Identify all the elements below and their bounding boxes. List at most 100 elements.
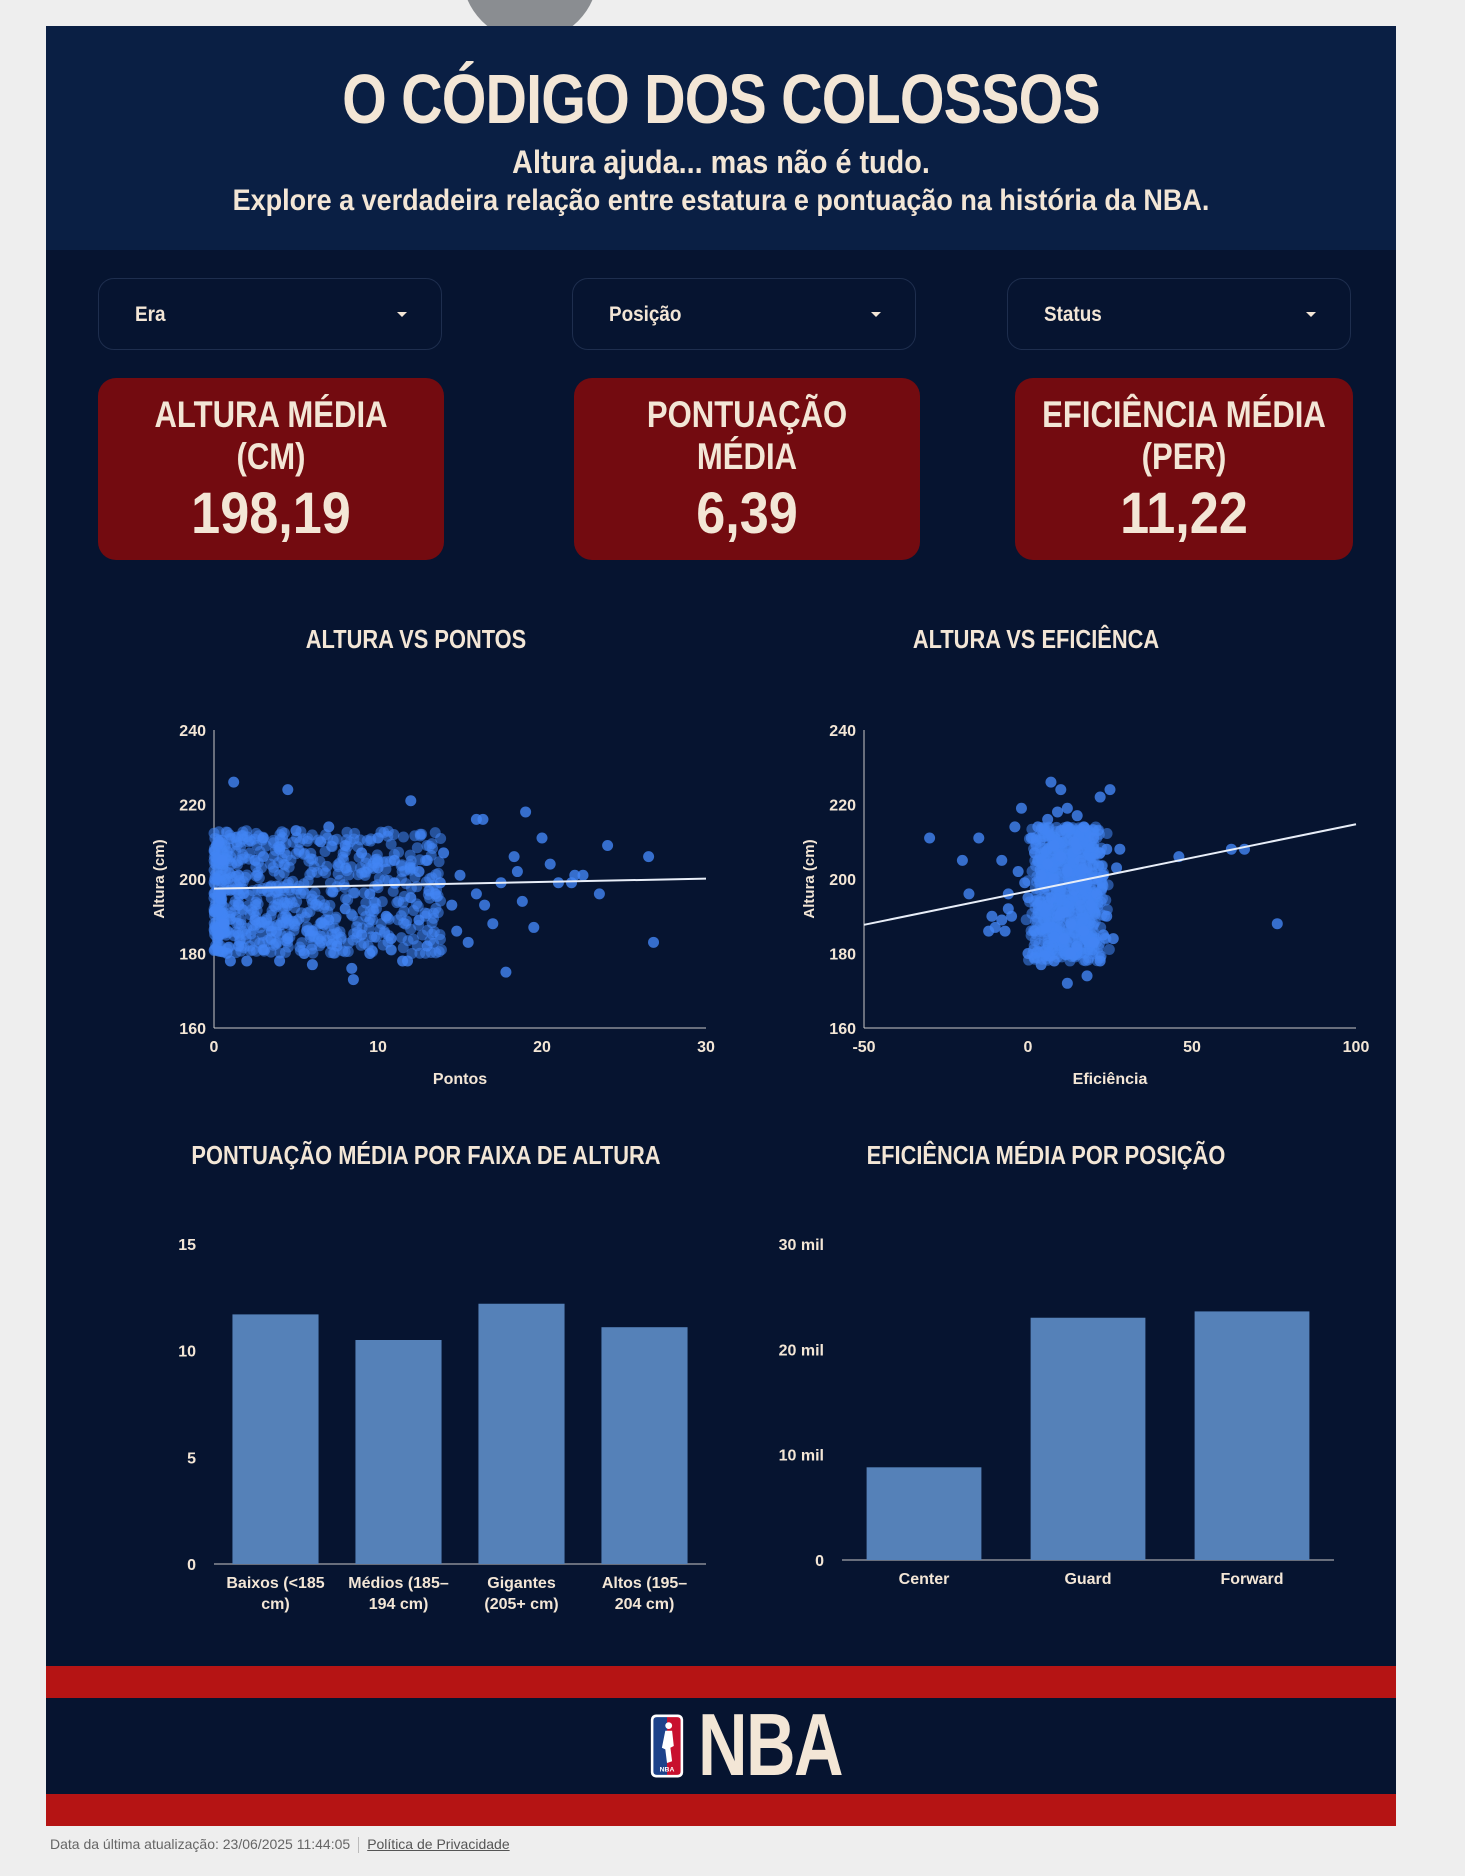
scatter-point (411, 940, 423, 952)
x-tick-label: Guard (1064, 1571, 1111, 1588)
scatter-point (999, 925, 1011, 937)
bar-chart-eficiencia-por-posicao[interactable]: 0 10 mil 20 mil 30 mil Center Guard Forward (746, 1206, 1376, 1626)
chart-title-pontuacao-por-altura: PONTUAÇÃO MÉDIA POR FAIXA DE ALTURA (191, 1140, 661, 1170)
bar (478, 1303, 565, 1564)
scatter-point (309, 887, 321, 899)
scatter-point (358, 866, 370, 878)
scatter-point (1009, 821, 1021, 833)
scatter-point (520, 806, 532, 818)
scatter-point (241, 955, 253, 967)
scatter-point (643, 851, 655, 863)
scatter-point (237, 925, 249, 937)
scatter-point (1111, 862, 1123, 874)
scatter-point (264, 858, 276, 870)
scatter-point (1012, 866, 1024, 878)
scatter-point (217, 862, 229, 874)
nba-logo-icon: NBA (650, 1714, 684, 1778)
scatter-point (996, 914, 1008, 926)
y-tick-label: 200 (179, 872, 206, 889)
scatter-chart-altura-vs-pontos[interactable]: 160 180 200 220 240 0 10 20 30 Pontos Altura (cm) (96, 690, 726, 1100)
kpi-eficiencia-media: EFICIÊNCIA MÉDIA (PER) 11,22 (1015, 378, 1353, 560)
scatter-point (233, 899, 245, 911)
scatter-point (593, 888, 605, 900)
x-tick-label: Center (899, 1571, 950, 1588)
scatter-point (257, 944, 269, 956)
filter-status-dropdown[interactable]: Status (1007, 278, 1351, 350)
scatter-point (338, 879, 350, 891)
scatter-point (331, 833, 343, 845)
scatter-point (1020, 914, 1032, 926)
scatter-point (367, 903, 379, 915)
scatter-point (257, 832, 269, 844)
scatter-point (290, 848, 302, 860)
scatter-point (385, 933, 397, 945)
y-tick-label: 5 (187, 1450, 196, 1467)
trend-line (863, 823, 1357, 926)
scatter-chart-altura-vs-eficiencia[interactable]: 160 180 200 220 240 -50 0 50 100 Eficiência Altura… (746, 690, 1376, 1100)
chevron-down-icon (1306, 312, 1316, 317)
scatter-point (213, 929, 225, 941)
scatter-point (1061, 866, 1073, 878)
scatter-point (213, 836, 225, 848)
scatter-point (536, 832, 548, 844)
scatter-point (279, 859, 291, 871)
scatter-point (1002, 903, 1014, 915)
x-tick-label: 100 (1343, 1039, 1370, 1056)
chart-title-altura-vs-eficiencia: ALTURA VS EFICIÊNCA (912, 624, 1160, 654)
scatter-point (1045, 776, 1057, 788)
scatter-point (1042, 813, 1054, 825)
page-description: Explore a verdadeira relação entre estat… (232, 184, 1210, 217)
scatter-point (224, 955, 236, 967)
scatter-point (323, 821, 335, 833)
scatter-point (1084, 899, 1096, 911)
trend-line (213, 877, 707, 890)
scatter-point (421, 940, 433, 952)
scatter-point (1074, 899, 1086, 911)
bar (1194, 1311, 1310, 1560)
scatter-point (356, 929, 368, 941)
bar-chart-pontuacao-por-altura[interactable]: 0 5 10 15 Baixos (<185 cm) Médios (185– 194 cm)… (96, 1206, 726, 1626)
x-tick-label: 30 (697, 1039, 715, 1056)
scatter-point (298, 948, 310, 959)
scatter-point (323, 914, 335, 926)
scatter-point (1022, 892, 1034, 904)
filter-posicao-dropdown[interactable]: Posição (572, 278, 916, 350)
y-tick-label: 220 (829, 798, 856, 815)
scatter-point (380, 910, 392, 922)
scatter-point (1048, 873, 1060, 885)
scatter-point (1048, 955, 1060, 967)
privacy-policy-link[interactable]: Política de Privacidade (367, 1836, 510, 1852)
scatter-point (416, 929, 428, 941)
scatter-point (364, 948, 376, 959)
scatter-point (234, 836, 246, 848)
y-tick-label: 160 (829, 1021, 856, 1038)
scatter-point (470, 888, 482, 900)
scatter-point (237, 826, 249, 838)
scatter-point (1088, 918, 1100, 930)
scatter-point (1074, 854, 1086, 866)
scatter-point (569, 869, 581, 881)
scatter-point (1061, 821, 1073, 833)
scatter-point (1107, 933, 1119, 945)
scatter-point (1058, 933, 1070, 945)
scatter-point (924, 832, 936, 844)
report-header: O CÓDIGO DOS COLOSSOS Altura ajuda... ma… (46, 26, 1396, 250)
scatter-point (1097, 929, 1109, 941)
scatter-point (500, 966, 512, 978)
scatter-point (973, 832, 985, 844)
scatter-point (1103, 944, 1115, 956)
scatter-point (1090, 821, 1102, 833)
scatter-point (363, 922, 375, 934)
scatter-point (1035, 869, 1047, 881)
filter-era-dropdown[interactable]: Era (98, 278, 442, 350)
scatter-point (331, 940, 343, 952)
scatter-point (1068, 884, 1080, 896)
kpi-label: ALTURA MÉDIA (CM) (154, 394, 388, 477)
scatter-point (413, 866, 425, 878)
scatter-point (282, 784, 294, 796)
y-tick-label: 180 (829, 947, 856, 964)
scatter-point (1071, 940, 1083, 952)
scatter-point (438, 847, 450, 859)
x-tick-label: 194 cm) (369, 1596, 429, 1613)
scatter-point (279, 946, 291, 958)
